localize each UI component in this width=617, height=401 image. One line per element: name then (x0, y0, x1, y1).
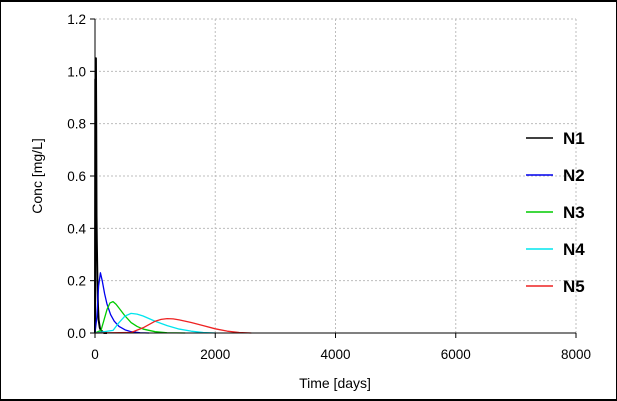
legend-label-n2: N2 (563, 166, 585, 185)
x-tick-label: 8000 (561, 347, 591, 362)
legend-label-n1: N1 (563, 129, 585, 148)
series-group (94, 57, 252, 334)
grid-lines (95, 18, 577, 333)
x-tick-label: 2000 (200, 347, 230, 362)
series-line-n5 (94, 317, 252, 334)
legend-label-n4: N4 (563, 240, 585, 259)
series-line-n2 (94, 272, 150, 334)
legend: N1 N2 N3 N4 N5 (526, 129, 585, 296)
ticks: 0.0 0.2 0.4 0.6 0.8 1.0 1.2 0 2000 4000 6000 8000 (67, 12, 591, 362)
series-line-n3 (94, 300, 186, 334)
y-axis-label: Conc [mg/L] (29, 138, 45, 213)
y-tick-label: 1.2 (67, 12, 86, 27)
y-tick-label: 0.4 (67, 221, 86, 236)
legend-label-n5: N5 (563, 277, 585, 296)
x-axis-label: Time [days] (299, 375, 371, 391)
x-tick-label: 6000 (441, 347, 471, 362)
y-tick-label: 0.2 (67, 274, 86, 289)
y-tick-label: 0.6 (67, 169, 86, 184)
legend-label-n3: N3 (563, 203, 585, 222)
y-tick-label: 0.8 (67, 117, 86, 132)
y-tick-label: 1.0 (67, 64, 86, 79)
y-tick-label: 0.0 (67, 326, 86, 341)
x-tick-label: 4000 (320, 347, 350, 362)
series-line-n4 (94, 312, 216, 334)
x-tick-label: 0 (91, 347, 99, 362)
